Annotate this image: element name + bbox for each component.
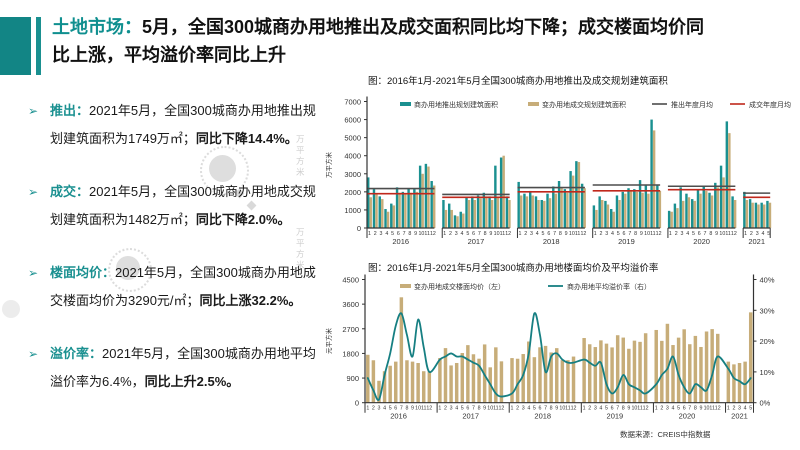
- svg-text:9: 9: [483, 406, 486, 412]
- svg-text:2017: 2017: [462, 412, 479, 421]
- svg-text:9: 9: [627, 406, 630, 412]
- svg-text:12: 12: [498, 406, 504, 412]
- svg-text:0: 0: [355, 399, 359, 408]
- svg-text:12: 12: [643, 406, 649, 412]
- svg-text:1: 1: [438, 406, 441, 412]
- svg-text:2016: 2016: [390, 412, 407, 421]
- svg-text:数据来源：CREIS中指数据: 数据来源：CREIS中指数据: [620, 429, 711, 439]
- svg-text:2020: 2020: [679, 412, 696, 421]
- svg-text:元平方米: 元平方米: [324, 328, 333, 355]
- svg-text:0%: 0%: [760, 399, 771, 408]
- svg-text:3: 3: [594, 406, 597, 412]
- svg-text:2: 2: [588, 406, 591, 412]
- svg-text:图：2016年1月-2021年5月全国300城商办用地楼面均: 图：2016年1月-2021年5月全国300城商办用地楼面均价及平均溢价率: [368, 262, 659, 274]
- svg-text:2: 2: [444, 406, 447, 412]
- svg-text:1: 1: [583, 406, 586, 412]
- svg-text:1: 1: [366, 406, 369, 412]
- svg-text:变办用地成交楼面均价（左）: 变办用地成交楼面均价（左）: [414, 282, 505, 291]
- svg-text:12: 12: [715, 406, 721, 412]
- svg-text:3600: 3600: [342, 300, 359, 309]
- svg-text:9: 9: [555, 406, 558, 412]
- svg-text:1: 1: [655, 406, 658, 412]
- svg-text:12: 12: [571, 406, 577, 412]
- svg-text:4: 4: [383, 406, 386, 412]
- svg-text:2: 2: [660, 406, 663, 412]
- svg-text:3: 3: [450, 406, 453, 412]
- svg-text:3: 3: [378, 406, 381, 412]
- svg-text:10%: 10%: [760, 368, 775, 377]
- svg-text:2019: 2019: [607, 412, 624, 421]
- svg-text:900: 900: [346, 374, 359, 383]
- svg-text:20%: 20%: [760, 337, 775, 346]
- svg-text:1: 1: [727, 406, 730, 412]
- svg-text:12: 12: [426, 406, 432, 412]
- svg-text:2: 2: [516, 406, 519, 412]
- svg-text:4: 4: [672, 406, 675, 412]
- svg-text:2: 2: [372, 406, 375, 412]
- svg-text:2700: 2700: [342, 325, 359, 334]
- svg-text:3: 3: [666, 406, 669, 412]
- svg-text:2021: 2021: [731, 412, 748, 421]
- svg-text:4: 4: [527, 406, 530, 412]
- svg-text:4: 4: [455, 406, 458, 412]
- svg-text:商办用地平均溢价率（右）: 商办用地平均溢价率（右）: [567, 282, 651, 291]
- svg-text:30%: 30%: [760, 306, 775, 315]
- svg-text:1: 1: [511, 406, 514, 412]
- svg-text:4: 4: [599, 406, 602, 412]
- svg-text:5: 5: [749, 406, 752, 412]
- svg-text:40%: 40%: [760, 276, 775, 285]
- svg-text:9: 9: [699, 406, 702, 412]
- svg-text:1800: 1800: [342, 349, 359, 358]
- svg-text:3: 3: [522, 406, 525, 412]
- svg-text:2018: 2018: [534, 412, 551, 421]
- svg-text:4500: 4500: [342, 276, 359, 285]
- svg-text:9: 9: [411, 406, 414, 412]
